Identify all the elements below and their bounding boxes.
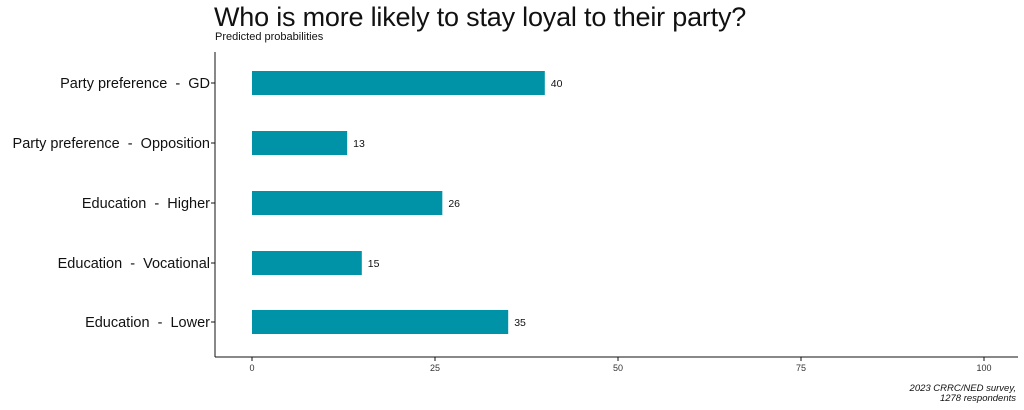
x-tick-label: 25 — [430, 363, 440, 373]
value-label: 26 — [448, 198, 460, 210]
category-label: Party preference - Opposition — [13, 136, 210, 152]
source-caption-line-2: 1278 respondents — [939, 393, 1016, 404]
chart-title: Who is more likely to stay loyal to thei… — [214, 2, 747, 32]
chart-bars — [252, 71, 545, 334]
category-label: Party preference - GD — [60, 76, 210, 92]
x-tick-label: 100 — [976, 363, 991, 373]
category-label: Education - Higher — [82, 196, 210, 212]
bar — [252, 191, 443, 215]
bar — [252, 131, 348, 155]
category-label: Education - Vocational — [58, 256, 210, 272]
bar — [252, 310, 509, 334]
value-label: 40 — [551, 78, 563, 90]
x-tick-label: 75 — [796, 363, 806, 373]
bar — [252, 71, 545, 95]
value-label: 15 — [368, 258, 380, 270]
chart-labels: Party preference - GD 40 Party preference … — [13, 76, 563, 331]
value-label: 13 — [353, 138, 365, 150]
category-label: Education - Lower — [85, 315, 210, 331]
bar — [252, 251, 362, 275]
source-caption-line-1: 2023 CRRC/NED survey, — [909, 383, 1016, 394]
x-tick-label: 0 — [249, 363, 254, 373]
chart-subtitle: Predicted probabilities — [215, 31, 324, 43]
value-label: 35 — [514, 317, 526, 329]
chart-axes: 0 25 50 75 100 — [211, 52, 1018, 373]
x-tick-label: 50 — [613, 363, 623, 373]
source-caption: 2023 CRRC/NED survey, 1278 respondents — [910, 384, 1016, 404]
